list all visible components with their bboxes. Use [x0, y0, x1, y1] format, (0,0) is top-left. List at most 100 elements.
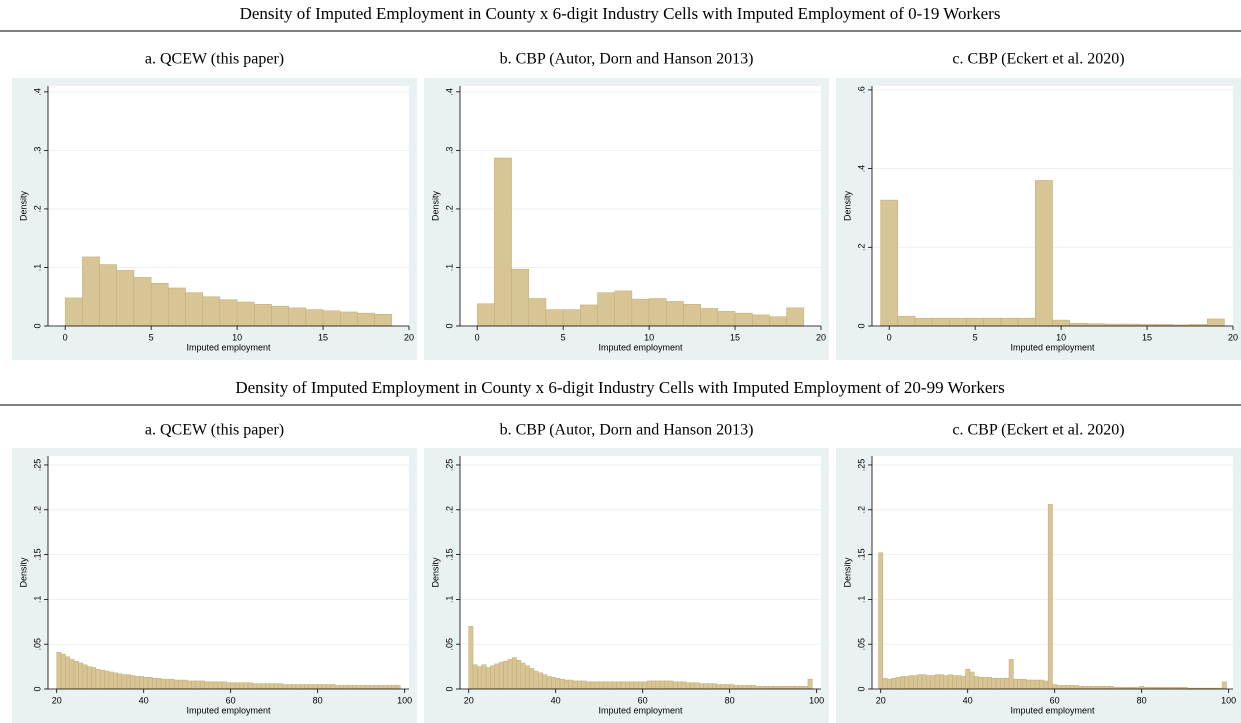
x-tick-label: 0: [63, 332, 68, 342]
x-tick-label: 100: [1221, 695, 1236, 705]
bar: [926, 675, 931, 690]
bar: [983, 317, 1002, 327]
bar: [1008, 659, 1014, 690]
x-axis-label: Imputed employment: [186, 342, 271, 352]
bar: [751, 685, 757, 690]
y-axis-label: Density: [430, 557, 440, 588]
y-tick-label: 0: [856, 686, 866, 691]
y-tick-label: .2: [856, 506, 866, 514]
bar: [1104, 686, 1110, 690]
bar: [78, 662, 84, 690]
y-tick-label: .6: [856, 86, 866, 94]
bar: [221, 681, 227, 690]
bar: [542, 674, 548, 690]
y-tick-label: .2: [856, 244, 866, 252]
y-tick-label: 0: [444, 686, 454, 691]
bar: [208, 681, 214, 690]
bar: [230, 682, 236, 690]
bar: [387, 685, 392, 690]
bar: [694, 682, 700, 690]
bar: [616, 681, 622, 690]
bar: [651, 680, 656, 690]
bar: [112, 672, 118, 690]
bar: [716, 684, 722, 690]
bar: [934, 674, 940, 690]
bar: [734, 312, 753, 327]
bar: [629, 681, 635, 690]
bar: [516, 660, 522, 690]
bar: [476, 303, 495, 327]
bar: [790, 686, 796, 690]
bar: [533, 670, 539, 690]
x-tick-label: 40: [551, 695, 561, 705]
bar: [143, 677, 149, 690]
section-title: Density of Imputed Employment in County …: [240, 4, 1001, 23]
x-tick-label: 5: [149, 332, 154, 342]
y-tick-label: .2: [32, 205, 42, 213]
panel-title: c. CBP (Eckert et al. 2020): [952, 422, 1124, 439]
bar: [1000, 677, 1005, 690]
bar: [755, 686, 761, 690]
bar: [186, 680, 192, 690]
x-tick-label: 20: [1228, 332, 1238, 342]
bar: [707, 683, 713, 690]
y-tick-label: .15: [856, 548, 866, 561]
bar: [468, 626, 474, 690]
bar: [638, 681, 643, 690]
bar: [781, 686, 787, 690]
x-tick-label: 100: [397, 695, 412, 705]
bar: [202, 296, 221, 327]
bar: [82, 256, 100, 327]
bar: [683, 304, 701, 327]
bar: [562, 309, 581, 327]
bar: [664, 680, 670, 690]
y-tick-label: .15: [444, 548, 454, 561]
bar: [690, 682, 696, 690]
bar: [794, 686, 800, 690]
bar: [477, 666, 482, 690]
bar: [395, 685, 401, 690]
bar: [219, 299, 238, 327]
bar: [378, 685, 384, 690]
y-tick-label: 0: [856, 323, 866, 328]
bar: [60, 653, 66, 690]
panel-title: c. CBP (Eckert et al. 2020): [952, 51, 1124, 68]
bar: [252, 683, 258, 690]
bar: [960, 676, 966, 690]
y-tick-label: .2: [32, 506, 42, 514]
x-tick-label: 60: [638, 695, 648, 705]
bar: [472, 664, 478, 690]
bar: [152, 677, 157, 690]
bar: [282, 684, 288, 690]
bar: [914, 317, 933, 327]
bar: [498, 661, 504, 690]
bar: [321, 684, 327, 690]
bar: [156, 677, 162, 690]
bar: [256, 683, 262, 690]
x-axis-label: Imputed employment: [186, 705, 271, 715]
bar: [485, 667, 491, 690]
bar: [700, 308, 719, 327]
bar: [121, 674, 127, 690]
bar: [234, 682, 240, 690]
bar: [982, 677, 988, 690]
bar: [1139, 686, 1145, 690]
x-tick-label: 0: [887, 332, 892, 342]
bar: [880, 199, 899, 327]
bar: [978, 677, 984, 690]
bar: [1091, 686, 1097, 690]
bar: [326, 684, 331, 690]
bar: [738, 685, 743, 690]
x-tick-label: 20: [52, 695, 62, 705]
bar: [1021, 678, 1027, 690]
bar: [733, 685, 739, 690]
bar: [712, 683, 717, 690]
bar: [317, 684, 323, 690]
bar: [655, 680, 661, 690]
y-tick-label: .1: [444, 596, 454, 604]
bar: [786, 307, 805, 327]
y-tick-label: .15: [32, 548, 42, 561]
bar: [1221, 681, 1227, 690]
bar: [204, 681, 210, 690]
x-tick-label: 15: [1142, 332, 1152, 342]
